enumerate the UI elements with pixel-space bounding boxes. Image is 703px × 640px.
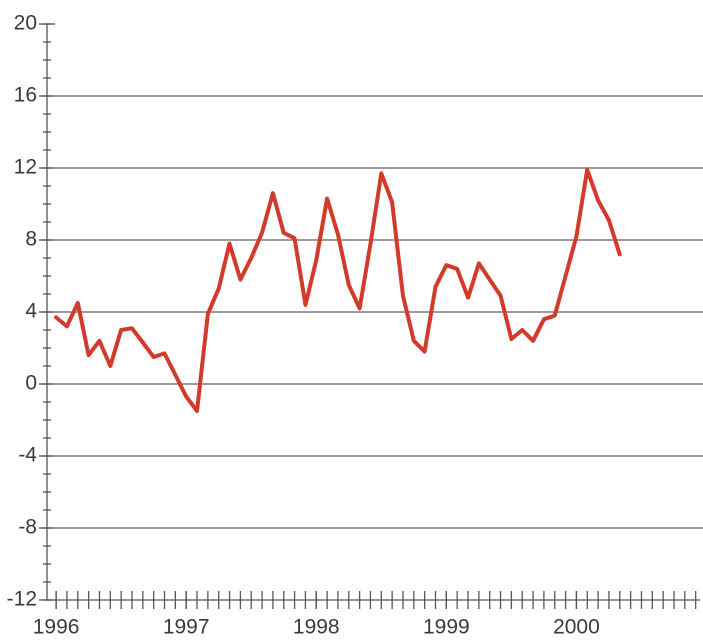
y-tick-label: 20 xyxy=(14,12,37,35)
x-tick-label: 2000 xyxy=(553,616,600,639)
x-tick-label: 1999 xyxy=(423,616,470,639)
y-tick-label: 12 xyxy=(14,156,37,179)
y-tick-label: 0 xyxy=(25,372,37,395)
y-tick-label: 4 xyxy=(25,300,37,323)
x-tick-label: 1998 xyxy=(293,616,340,639)
x-tick-label: 1996 xyxy=(33,616,80,639)
y-tick-label: -4 xyxy=(18,444,37,467)
x-tick-label: 1997 xyxy=(163,616,210,639)
y-tick-label: 8 xyxy=(25,228,37,251)
data-line xyxy=(54,167,622,413)
y-tick-label: -8 xyxy=(18,516,37,539)
y-tick-label: -12 xyxy=(7,588,37,611)
y-tick-label: 16 xyxy=(14,84,37,107)
